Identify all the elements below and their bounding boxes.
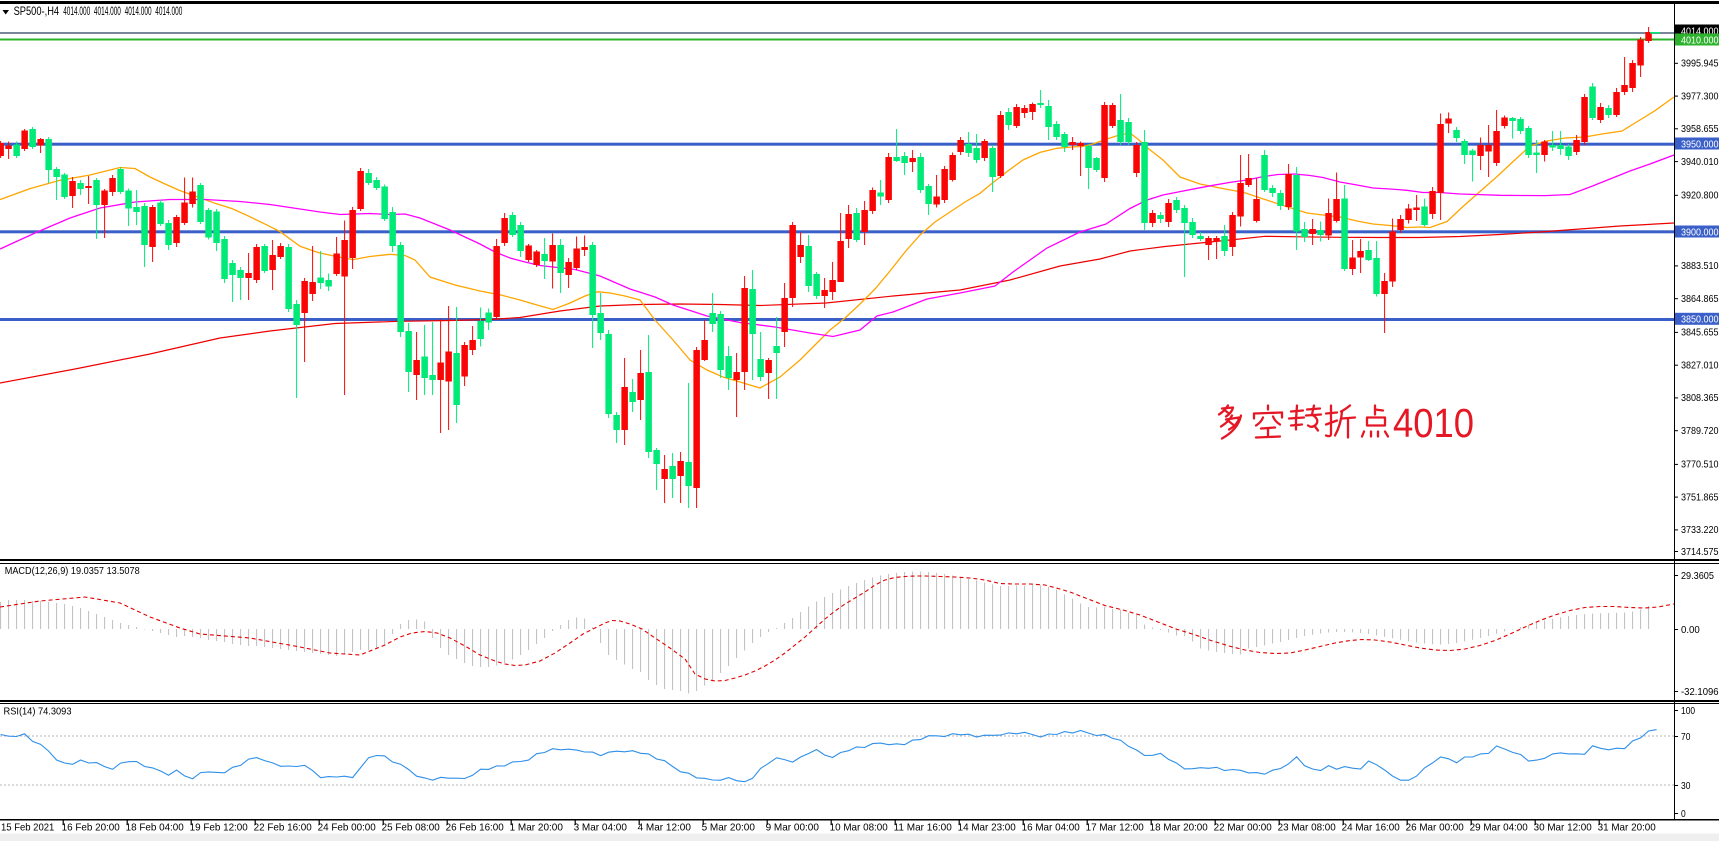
svg-text:3827.010: 3827.010: [1681, 360, 1719, 372]
svg-text:3900.000: 3900.000: [1681, 226, 1719, 238]
svg-text:70: 70: [1681, 731, 1691, 743]
svg-text:14 Mar 23:00: 14 Mar 23:00: [958, 822, 1016, 834]
svg-text:4010: 4010: [1393, 400, 1474, 446]
svg-text:3883.510: 3883.510: [1681, 260, 1719, 272]
svg-text:0: 0: [1681, 808, 1686, 820]
svg-text:30: 30: [1681, 780, 1691, 792]
svg-text:3789.720: 3789.720: [1681, 425, 1719, 437]
svg-text:3864.865: 3864.865: [1681, 293, 1719, 305]
svg-text:23 Mar 08:00: 23 Mar 08:00: [1278, 822, 1336, 834]
svg-text:31 Mar 20:00: 31 Mar 20:00: [1598, 822, 1656, 834]
svg-text:26 Feb 16:00: 26 Feb 16:00: [446, 822, 504, 834]
svg-text:19 Feb 12:00: 19 Feb 12:00: [190, 822, 248, 834]
svg-text:3770.510: 3770.510: [1681, 459, 1719, 471]
svg-text:18 Mar 20:00: 18 Mar 20:00: [1150, 822, 1208, 834]
svg-text:5 Mar 20:00: 5 Mar 20:00: [702, 822, 755, 834]
svg-text:30 Mar 12:00: 30 Mar 12:00: [1534, 822, 1592, 834]
svg-text:3714.575: 3714.575: [1681, 546, 1719, 558]
svg-text:3808.365: 3808.365: [1681, 392, 1719, 404]
svg-text:24 Mar 16:00: 24 Mar 16:00: [1342, 822, 1400, 834]
svg-text:9 Mar 00:00: 9 Mar 00:00: [766, 822, 819, 834]
svg-text:RSI(14) 74.3093: RSI(14) 74.3093: [4, 706, 72, 718]
svg-text:18 Feb 04:00: 18 Feb 04:00: [126, 822, 184, 834]
svg-text:3958.655: 3958.655: [1681, 123, 1719, 135]
svg-text:3950.000: 3950.000: [1681, 138, 1719, 150]
svg-text:16 Feb 20:00: 16 Feb 20:00: [62, 822, 120, 834]
svg-text:22 Mar 00:00: 22 Mar 00:00: [1214, 822, 1272, 834]
svg-text:3 Mar 04:00: 3 Mar 04:00: [574, 822, 627, 834]
svg-text:11 Mar 16:00: 11 Mar 16:00: [894, 822, 952, 834]
svg-text:29 Mar 04:00: 29 Mar 04:00: [1470, 822, 1528, 834]
svg-text:-32.1096: -32.1096: [1681, 686, 1719, 698]
svg-text:22 Feb 16:00: 22 Feb 16:00: [254, 822, 312, 834]
svg-text:3751.865: 3751.865: [1681, 491, 1719, 503]
svg-text:SP500-,H4: SP500-,H4: [14, 4, 60, 18]
svg-text:15 Feb 2021: 15 Feb 2021: [1, 822, 54, 834]
svg-text:26 Mar 00:00: 26 Mar 00:00: [1406, 822, 1464, 834]
svg-text:0.00: 0.00: [1681, 624, 1700, 636]
svg-text:3850.000: 3850.000: [1681, 314, 1719, 326]
svg-text:3733.220: 3733.220: [1681, 524, 1719, 536]
svg-text:MACD(12,26,9) 19.0357 13.5078: MACD(12,26,9) 19.0357 13.5078: [5, 565, 140, 577]
svg-text:3845.655: 3845.655: [1681, 327, 1719, 339]
svg-text:17 Mar 12:00: 17 Mar 12:00: [1086, 822, 1144, 834]
svg-text:4014.000: 4014.000: [125, 4, 152, 18]
svg-text:3940.010: 3940.010: [1681, 156, 1719, 168]
svg-text:16 Mar 04:00: 16 Mar 04:00: [1022, 822, 1080, 834]
svg-text:4014.000: 4014.000: [155, 4, 182, 18]
svg-text:4014.000: 4014.000: [63, 4, 90, 18]
svg-text:29.3605: 29.3605: [1681, 570, 1714, 582]
svg-text:24 Feb 00:00: 24 Feb 00:00: [318, 822, 376, 834]
svg-text:1 Mar 20:00: 1 Mar 20:00: [510, 822, 563, 834]
svg-text:3920.800: 3920.800: [1681, 190, 1719, 202]
svg-text:4014.000: 4014.000: [94, 4, 121, 18]
svg-text:3995.945: 3995.945: [1681, 58, 1719, 70]
svg-text:3977.300: 3977.300: [1681, 90, 1719, 102]
svg-text:10 Mar 08:00: 10 Mar 08:00: [830, 822, 888, 834]
svg-text:25 Feb 08:00: 25 Feb 08:00: [382, 822, 440, 834]
svg-text:100: 100: [1681, 705, 1695, 717]
svg-text:4 Mar 12:00: 4 Mar 12:00: [638, 822, 691, 834]
svg-text:4010.000: 4010.000: [1681, 34, 1719, 46]
